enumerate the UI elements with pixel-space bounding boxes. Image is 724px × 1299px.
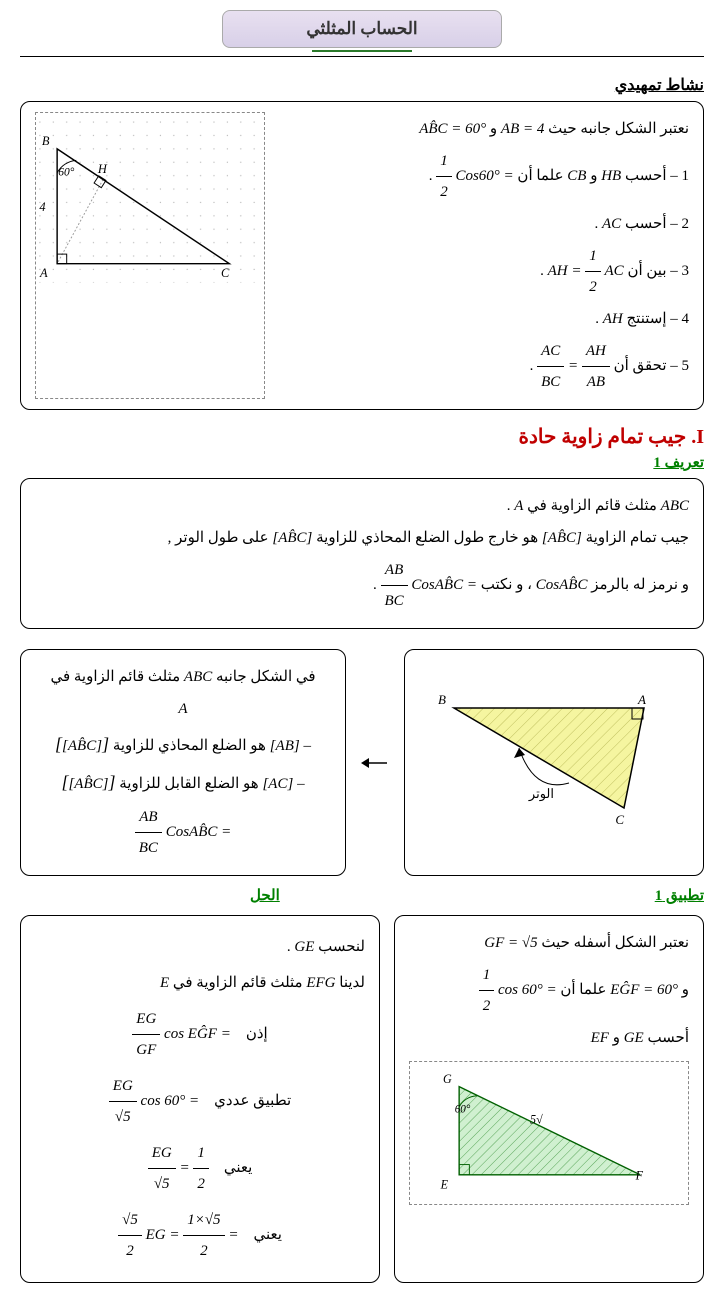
example-row: B A C الوتر في الشكل جانبه ABC مثلث قائم… [20, 643, 704, 882]
example-text-box: في الشكل جانبه ABC مثلث قائم الزاوية في … [20, 649, 346, 876]
svg-text:H: H [97, 162, 108, 176]
header-rule [20, 56, 704, 57]
example-figure-box: B A C الوتر [404, 649, 704, 876]
svg-text:60°: 60° [58, 167, 74, 179]
app1-solution-box: لنحسب GE . لدينا EFG مثلث قائم الزاوية ف… [20, 915, 380, 1283]
app1-problem-box: نعتبر الشكل أسفله حيث GF = √5 و EĜF = 60… [394, 915, 704, 1283]
activity-box: نعتبر الشكل جانبه حيث AB = 4 و AB̂C = 60… [20, 101, 704, 410]
intro-title: نشاط تمهيدي [20, 75, 704, 95]
svg-text:60°: 60° [455, 1104, 471, 1116]
svg-text:C: C [615, 812, 624, 827]
svg-text:4: 4 [39, 200, 45, 214]
svg-text:الوتر: الوتر [528, 786, 554, 802]
svg-text:A: A [637, 692, 646, 707]
title-underline [312, 50, 412, 52]
svg-text:E: E [440, 1178, 449, 1192]
svg-text:C: C [221, 266, 230, 280]
app1-title: تطبيق 1 [655, 886, 704, 905]
page-title: الحساب المثلثي [222, 10, 502, 48]
activity-figure: 60° 4 B A C H [35, 112, 265, 399]
app1-row: نعتبر الشكل أسفله حيث GF = √5 و EĜF = 60… [20, 909, 704, 1289]
svg-text:B: B [42, 134, 50, 148]
arrow-icon [360, 643, 390, 882]
activity-q1: 1 – أحسب HB و CB علما أن Cos60° = 12 . [281, 146, 689, 207]
def1-title: تعريف 1 [20, 453, 704, 472]
activity-q3: 3 – بين أن AH = 12 AC . [281, 241, 689, 302]
section-i-title: I. جيب تمام زاوية حادة [20, 424, 704, 449]
svg-text:G: G [443, 1072, 452, 1086]
svg-text:F: F [635, 1168, 644, 1182]
svg-text:B: B [438, 692, 446, 707]
app1-solve-title: الحل [250, 886, 280, 905]
def1-box: ABC مثلث قائم الزاوية في A . جيب تمام ال… [20, 478, 704, 629]
svg-text:√5: √5 [530, 1113, 543, 1127]
activity-q4: 4 – إستنتج AH . [281, 304, 689, 334]
activity-q2: 2 – أحسب AC . [281, 209, 689, 239]
activity-q5: 5 – تحقق أن AHAB = ACBC . [281, 336, 689, 397]
activity-given: نعتبر الشكل جانبه حيث AB = 4 و AB̂C = 60… [281, 114, 689, 144]
svg-text:A: A [39, 266, 48, 280]
